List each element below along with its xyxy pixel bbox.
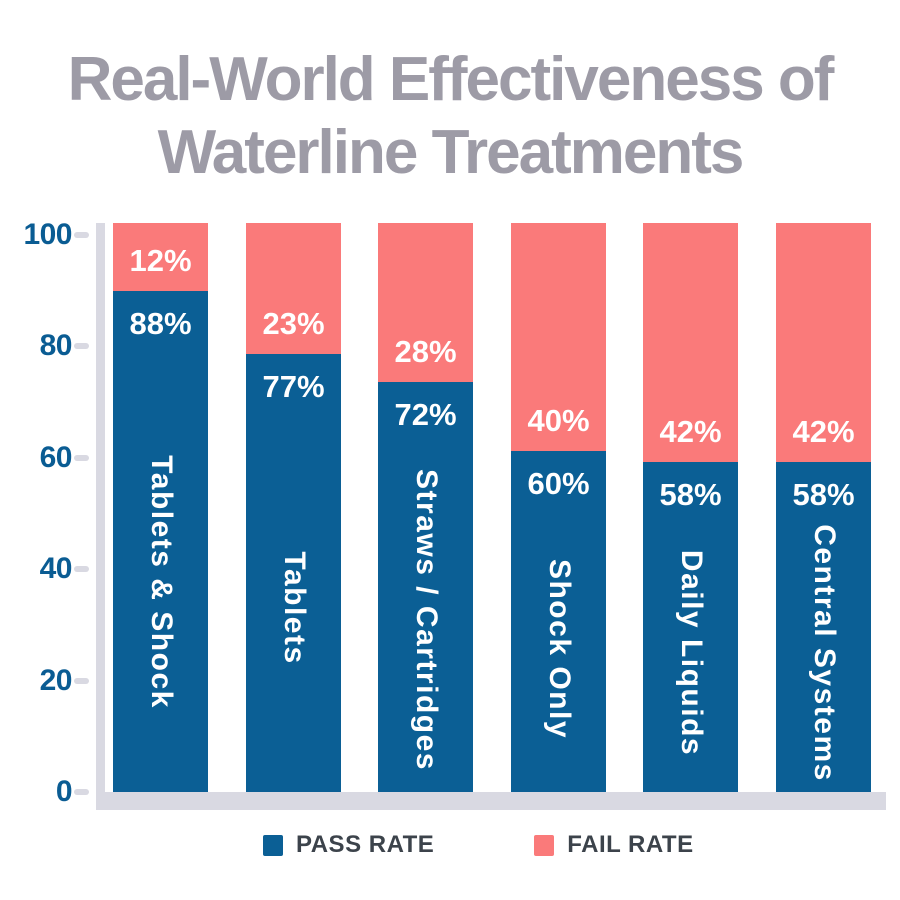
bar-segment-fail <box>246 223 341 354</box>
pass-rate-value: 60% <box>527 466 590 501</box>
fail-rate-value: 42% <box>792 414 855 449</box>
pass-rate-swatch-icon <box>263 834 283 856</box>
pass-rate-value: 72% <box>394 397 457 432</box>
chart-title-line2: Waterline Treatments <box>157 118 745 187</box>
y-tick-mark-80 <box>74 343 89 350</box>
bar-segment-pass <box>113 291 208 792</box>
bar-segment-pass <box>511 451 606 792</box>
fail-rate-value: 28% <box>394 334 457 369</box>
pass-rate-value: 88% <box>129 306 192 341</box>
pass-rate-value: 58% <box>659 477 722 512</box>
pass-rate-value: 58% <box>792 477 855 512</box>
y-tick-mark-0 <box>74 789 89 795</box>
legend-item-pass-rate: PASS RATE <box>263 831 434 859</box>
fail-rate-value: 40% <box>527 403 590 438</box>
bar-segment-pass <box>776 462 871 792</box>
fail-rate-swatch-icon <box>534 834 555 856</box>
y-tick-label-0: 0 <box>55 775 73 808</box>
fail-rate-value: 42% <box>659 414 722 449</box>
chart-title: Real-World Effectiveness of Waterline Tr… <box>0 43 900 189</box>
bar-segment-pass <box>246 354 341 792</box>
chart-legend: PASS RATE FAIL RATE <box>263 831 694 859</box>
fail-rate-value: 12% <box>129 243 192 278</box>
y-tick-label-40: 40 <box>39 552 73 586</box>
bar-category-label: Straws / Cartridges <box>409 468 443 771</box>
y-axis-line <box>96 223 105 792</box>
y-tick-mark-20 <box>74 677 89 684</box>
bar-segment-fail <box>643 223 738 462</box>
bar-segment-fail <box>776 223 871 462</box>
legend-label-pass-rate: PASS RATE <box>296 831 435 858</box>
y-tick-mark-40 <box>74 566 89 573</box>
legend-item-fail-rate: FAIL RATE <box>534 831 693 859</box>
bar-category-label: Central Systems <box>807 524 841 783</box>
bar-category-label: Shock Only <box>542 558 576 739</box>
bar-category-label: Tablets <box>277 551 311 665</box>
bar-segment-fail <box>511 223 606 451</box>
bar-segment-pass <box>643 462 738 792</box>
y-tick-label-60: 60 <box>39 440 73 474</box>
fail-rate-value: 23% <box>262 306 325 341</box>
bar-category-label: Daily Liquids <box>674 550 708 757</box>
bar-segment-pass <box>378 382 473 792</box>
bar-segment-fail <box>378 223 473 382</box>
bar-category-label: Tablets & Shock <box>144 454 178 709</box>
y-tick-label-20: 20 <box>39 663 73 697</box>
chart-title-line1: Real-World Effectiveness of <box>67 45 835 114</box>
legend-label-fail-rate: FAIL RATE <box>567 831 694 858</box>
pass-rate-value: 77% <box>262 369 325 404</box>
y-tick-label-80: 80 <box>39 329 73 363</box>
bar-segment-fail <box>113 223 208 291</box>
x-axis-baseline <box>96 792 886 810</box>
y-tick-mark-100 <box>74 232 89 238</box>
y-tick-mark-60 <box>74 454 89 461</box>
y-tick-label-100: 100 <box>23 218 72 251</box>
